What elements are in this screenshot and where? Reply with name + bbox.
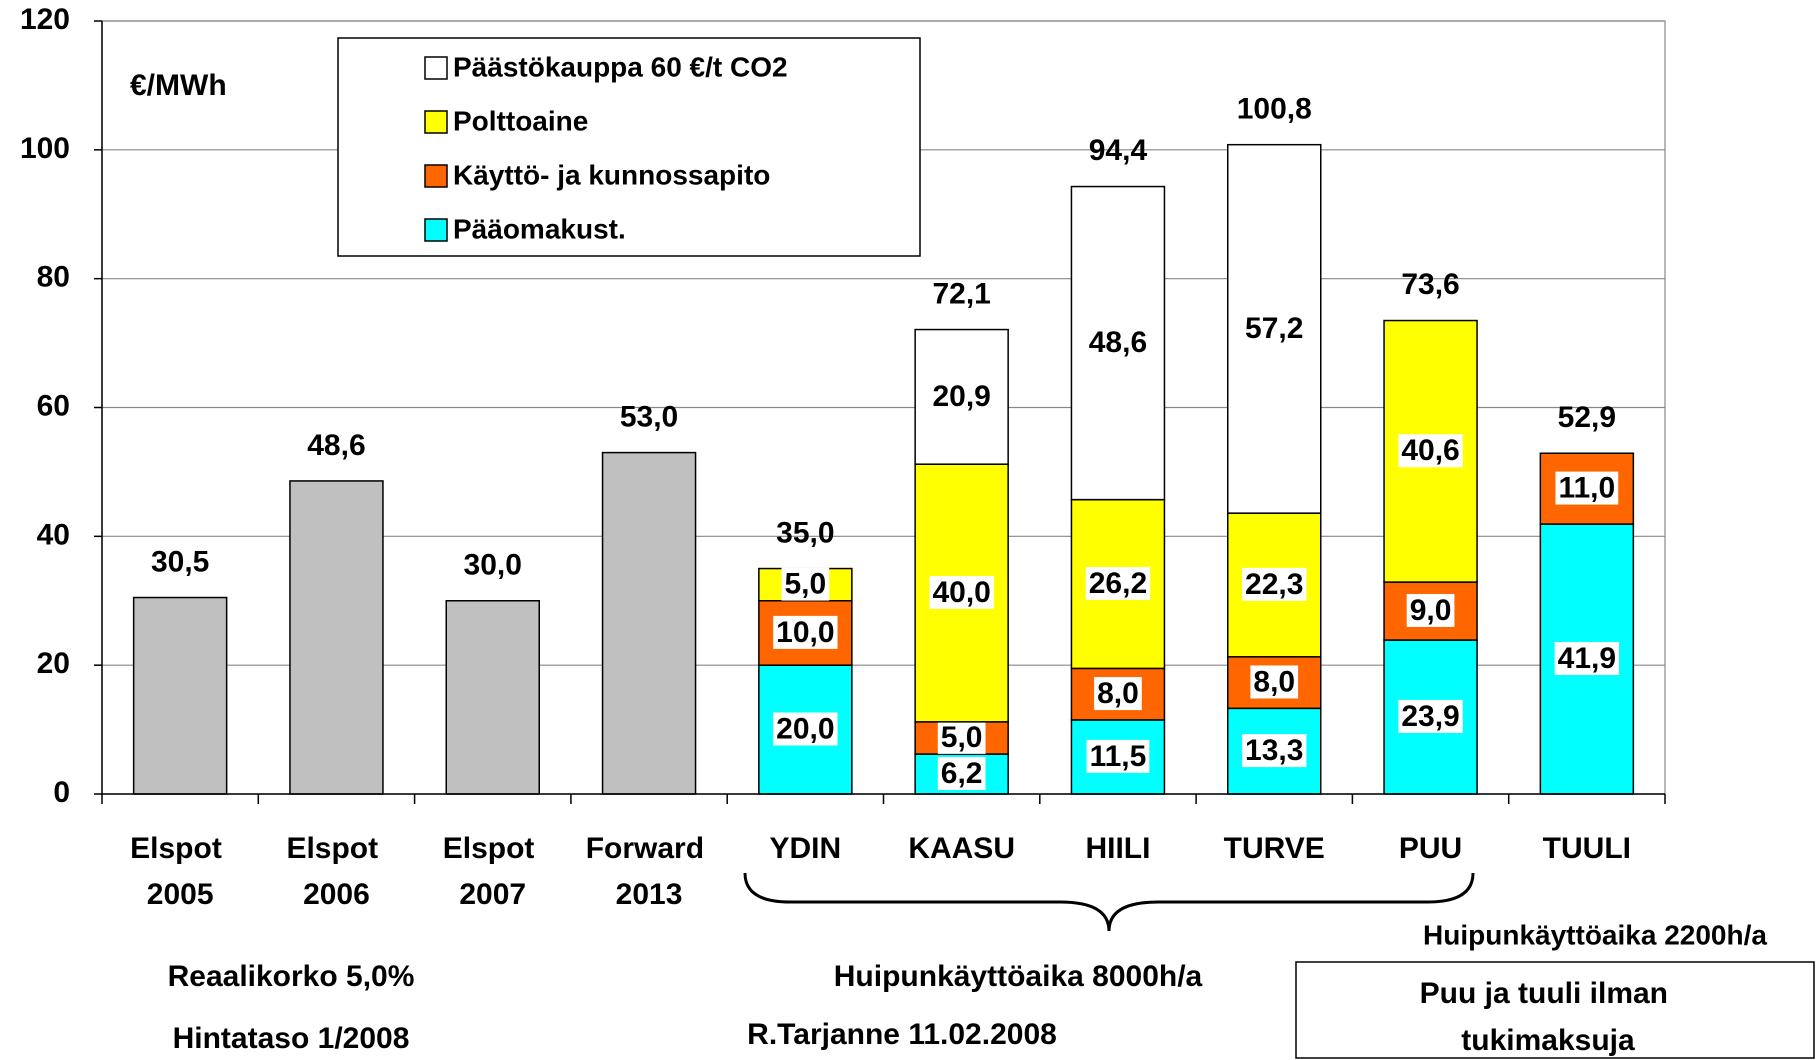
data-label: 20,0 xyxy=(776,713,834,746)
legend-label: Käyttö- ja kunnossapito xyxy=(453,159,770,190)
y-tick-label: 80 xyxy=(37,261,70,294)
data-label: 6,2 xyxy=(941,757,983,790)
bar-segment xyxy=(601,451,697,795)
label-background xyxy=(1250,665,1299,699)
data-label: 5,0 xyxy=(784,568,826,601)
y-tick-label: 100 xyxy=(20,132,70,165)
total-label: 100,8 xyxy=(1237,93,1312,126)
total-label: 53,0 xyxy=(620,401,678,434)
legend-swatch xyxy=(424,164,448,188)
annotation: Reaalikorko 5,0% xyxy=(168,960,415,993)
legend-swatch xyxy=(424,218,448,242)
data-label: 48,6 xyxy=(1089,326,1147,359)
label-background xyxy=(929,379,994,413)
bar-segment xyxy=(289,480,384,795)
data-label: 23,9 xyxy=(1401,700,1459,733)
label-background xyxy=(937,720,986,754)
bar-segment xyxy=(132,596,228,795)
x-tick-label: Elspot 2007 xyxy=(443,832,543,911)
label-background xyxy=(1398,699,1463,733)
legend-label: Polttoaine xyxy=(453,105,588,136)
data-label: 8,0 xyxy=(1253,665,1295,698)
label-background xyxy=(1242,311,1307,345)
total-label: 72,1 xyxy=(932,277,990,310)
data-label: 9,0 xyxy=(1410,594,1452,627)
legend-swatch xyxy=(424,110,448,134)
annotation: R.Tarjanne 11.02.2008 xyxy=(747,1018,1057,1051)
x-tick-label: YDIN xyxy=(770,832,842,865)
y-tick-label: 60 xyxy=(37,389,70,422)
data-label: 11,5 xyxy=(1090,740,1147,773)
total-label: 52,9 xyxy=(1558,401,1616,434)
x-tick-label: TUULI xyxy=(1543,832,1631,865)
data-label: 10,0 xyxy=(776,616,834,649)
data-label: 8,0 xyxy=(1097,677,1139,710)
x-tick-label: HIILI xyxy=(1085,832,1150,865)
label-background xyxy=(781,567,830,601)
data-label: 5,0 xyxy=(941,721,983,754)
x-tick-label: TURVE xyxy=(1224,832,1325,865)
label-background xyxy=(1398,434,1463,468)
x-tick-label: Forward 2013 xyxy=(586,832,713,911)
brace xyxy=(743,872,1475,932)
label-background xyxy=(773,712,838,746)
data-label: 26,2 xyxy=(1089,567,1147,600)
y-tick-label: 40 xyxy=(37,518,70,551)
data-label: 13,3 xyxy=(1245,734,1303,767)
label-background xyxy=(1242,567,1307,601)
label-background xyxy=(1086,739,1150,773)
data-label: 40,6 xyxy=(1401,434,1459,467)
data-label: 57,2 xyxy=(1245,312,1303,345)
data-label: 20,9 xyxy=(932,380,990,413)
legend-label: Päästökauppa 60 €/t CO2 xyxy=(453,51,788,82)
y-tick-label: 20 xyxy=(37,647,70,680)
bar-segment xyxy=(445,600,540,795)
annotation: Huipunkäyttöaika 2200h/a xyxy=(1423,919,1767,950)
legend-swatch xyxy=(424,56,448,80)
annotation: Huipunkäyttöaika 8000h/a xyxy=(834,960,1203,993)
note-box xyxy=(1295,961,1815,1059)
data-label: 22,3 xyxy=(1245,568,1303,601)
data-label: 41,9 xyxy=(1558,642,1616,675)
annotation: Hintataso 1/2008 xyxy=(173,1022,410,1055)
total-label: 73,6 xyxy=(1401,268,1459,301)
legend-label: Pääomakust. xyxy=(453,213,626,244)
data-label: 40,0 xyxy=(932,576,990,609)
label-background xyxy=(1094,677,1142,711)
legend: Päästökauppa 60 €/t CO2 Polttoaine Käyttö-… xyxy=(424,51,788,244)
x-tick-label: Elspot 2006 xyxy=(286,832,386,911)
label-background xyxy=(1085,326,1151,360)
label-background xyxy=(929,575,994,609)
data-label: 11,0 xyxy=(1558,472,1615,505)
bars: 20,010,05,06,25,040,020,911,58,026,248,6… xyxy=(132,143,1635,795)
label-background xyxy=(937,756,986,790)
total-label: 94,4 xyxy=(1089,134,1148,167)
label-background xyxy=(1555,471,1619,505)
y-tick-label: 120 xyxy=(20,3,70,36)
annotation: Puu ja tuuli ilman tukimaksuja xyxy=(1420,977,1677,1057)
x-tick-label: KAASU xyxy=(908,832,1015,865)
total-label: 35,0 xyxy=(776,516,834,549)
total-label: 30,0 xyxy=(464,549,522,582)
x-tick-label: Elspot 2005 xyxy=(130,832,230,911)
y-tick-label: 0 xyxy=(53,776,70,809)
label-background xyxy=(1406,593,1455,627)
x-tick-label: PUU xyxy=(1399,832,1462,865)
label-background xyxy=(1242,734,1307,768)
total-label: 30,5 xyxy=(151,545,209,578)
unit-label: €/MWh xyxy=(130,69,227,102)
label-background xyxy=(773,615,838,649)
total-label: 48,6 xyxy=(307,429,365,462)
label-background xyxy=(1085,566,1151,600)
label-background xyxy=(1554,641,1620,675)
